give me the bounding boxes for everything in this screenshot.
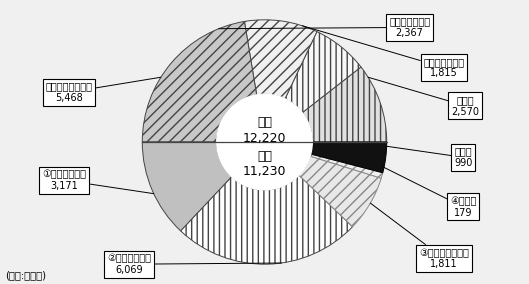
Wedge shape	[299, 156, 381, 227]
Wedge shape	[285, 32, 361, 113]
Text: (単位:百万円): (単位:百万円)	[5, 270, 46, 280]
Text: 純利益
990: 純利益 990	[387, 146, 472, 168]
Text: 収入: 収入	[257, 116, 272, 130]
Wedge shape	[310, 154, 383, 178]
Text: ①維持管理経費
3,171: ①維持管理経費 3,171	[42, 169, 154, 194]
Text: 支出: 支出	[257, 150, 272, 163]
Wedge shape	[302, 67, 387, 142]
Text: 12,220: 12,220	[243, 132, 286, 145]
Text: 他会計補助金等
1,815: 他会計補助金等 1,815	[302, 26, 464, 78]
Text: ②減価償却費等
6,069: ②減価償却費等 6,069	[107, 253, 281, 275]
Text: ④その他
179: ④その他 179	[384, 167, 476, 218]
Text: 雨水処理負担金
2,367: 雨水処理負担金 2,367	[218, 17, 430, 38]
Text: 下水道使用料収入
5,468: 下水道使用料収入 5,468	[45, 77, 161, 103]
Wedge shape	[181, 175, 352, 264]
Text: ③企業債支払利息
1,811: ③企業債支払利息 1,811	[370, 203, 469, 269]
Wedge shape	[142, 142, 232, 231]
Wedge shape	[244, 20, 317, 99]
Wedge shape	[142, 22, 257, 142]
Circle shape	[217, 94, 312, 190]
Wedge shape	[311, 142, 387, 173]
Text: その他
2,570: その他 2,570	[368, 77, 479, 116]
Text: 11,230: 11,230	[243, 165, 286, 178]
